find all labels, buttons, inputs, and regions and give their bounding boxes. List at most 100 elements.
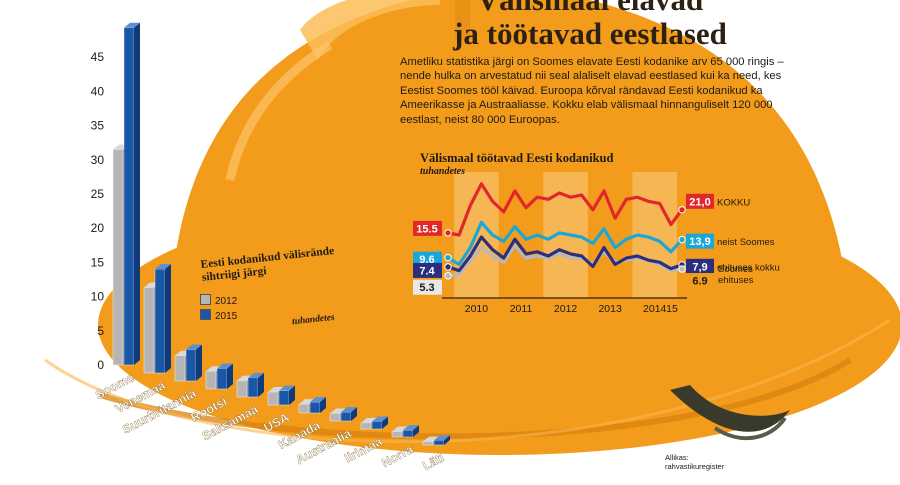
bar-2012-front: [174, 355, 186, 382]
line-chart-title: Välismaal töötavad Eesti kodanikud: [420, 151, 614, 165]
source-note: Allikas: rahvastikuregister: [665, 453, 724, 471]
legend-swatch-2015: [200, 309, 211, 320]
bar-2015-front: [402, 429, 414, 438]
bar-2012-top: [299, 399, 315, 405]
x-tick-label: 2010: [465, 303, 489, 315]
bar-2012-front: [205, 371, 217, 390]
bar-2015-side: [165, 264, 171, 373]
bar-2012-top: [392, 426, 408, 432]
source-label: Allikas:: [665, 453, 689, 462]
y-tick-label: 35: [91, 119, 105, 133]
series-start-point: [444, 253, 452, 262]
bar-2015-top: [372, 416, 388, 422]
headline-line2: ja töötavad eestlased: [453, 16, 727, 51]
series-end-box: [686, 258, 714, 274]
bar-2012-front: [391, 431, 403, 438]
intro-text: Ametliku statistika järgi on Soomes elav…: [400, 56, 784, 126]
series-start-box: [413, 262, 442, 278]
bar-2015-side: [227, 363, 233, 389]
bar-2012-top: [330, 408, 346, 414]
series-name: ehituses kokku: [717, 262, 780, 273]
x-tick-label: 2012: [554, 303, 578, 315]
bar-2015-front: [247, 377, 259, 398]
bar-2015-front: [185, 349, 197, 382]
bar-2015-top: [186, 344, 202, 350]
series-start-box: [413, 279, 442, 295]
series-start-label: 5.3: [419, 282, 434, 294]
series-end-point: [678, 235, 686, 244]
bar-2015-top: [279, 385, 295, 391]
y-tick-label: 5: [97, 324, 104, 338]
series-end-box: [686, 273, 714, 289]
legend-item-2015: 2015: [200, 309, 237, 322]
bar-2015-front: [433, 440, 445, 446]
y-tick-label: 20: [91, 221, 105, 235]
series-end-point: [678, 265, 686, 273]
bar-2015-side: [382, 416, 388, 429]
bar-2015-front: [371, 421, 383, 430]
series-end-point: [678, 206, 686, 214]
y-tick-label: 15: [91, 255, 105, 269]
bar-2015-side: [196, 344, 202, 381]
x-tick-label: 2013: [598, 303, 622, 315]
y-tick-label: 45: [91, 50, 105, 64]
bar-2015-top: [124, 22, 140, 28]
legend-label-2012: 2012: [215, 296, 238, 307]
bar-2015-side: [444, 435, 450, 445]
bar-2015-top: [310, 397, 326, 403]
series-start-label: 15.5: [416, 223, 437, 235]
bar-2015-top: [155, 264, 171, 270]
y-tick-label: 0: [97, 358, 104, 372]
series-start-point: [444, 229, 452, 237]
bar-2015-front: [123, 27, 135, 366]
x-tick-label: 15: [666, 303, 678, 315]
category-label: Läti: [420, 450, 446, 473]
series-end-label: 21,0: [689, 196, 710, 208]
bar-2012-top: [423, 436, 439, 442]
series-end-label: 7,9: [692, 261, 707, 273]
series-start-label: 7.4: [419, 265, 435, 277]
bar-2015-side: [289, 385, 295, 405]
series-start-point: [444, 272, 452, 280]
series-name: neist Soomes: [717, 237, 775, 248]
bar-2015-top: [434, 435, 450, 441]
legend-item-2012: 2012: [200, 294, 237, 307]
bar-2015-front: [340, 411, 352, 422]
bar-2012-top: [237, 375, 253, 381]
series-line: [447, 235, 683, 273]
bar-2015-side: [258, 372, 264, 397]
bar-2012-top: [268, 387, 284, 393]
y-tick-label: 10: [91, 290, 105, 304]
bar-2015-top: [217, 363, 233, 369]
bar-2012-front: [298, 403, 310, 414]
bar-2015-front: [278, 390, 290, 406]
x-tick-label: 2011: [510, 303, 533, 315]
bar-2015-top: [248, 372, 264, 378]
series-end-label: 13,9: [689, 236, 710, 248]
bar-2015-side: [320, 397, 326, 413]
line-chart-unit: tuhandetes: [420, 166, 466, 177]
series-name: KOKKU: [717, 197, 750, 208]
legend-label-2015: 2015: [215, 311, 238, 322]
bar-2015-top: [403, 425, 419, 431]
series-line: [447, 220, 684, 266]
series-line: [447, 182, 684, 237]
series-name: Soomes: [718, 264, 753, 275]
bar-2012-front: [360, 422, 372, 430]
bar-2012-front: [112, 149, 124, 366]
source-name: rahvastikuregister: [665, 462, 725, 471]
y-tick-label: 30: [91, 153, 105, 167]
series-end-label: 6.9: [692, 276, 707, 288]
y-tick-label: 25: [91, 187, 105, 201]
y-tick-label: 40: [91, 84, 105, 98]
series-name: ehituses: [718, 275, 754, 286]
bar-2015-front: [154, 268, 166, 374]
x-tick-label: 2014: [643, 303, 667, 315]
bar-2012-front: [329, 413, 341, 422]
bar-2012-front: [267, 391, 279, 406]
bar-2015-front: [309, 401, 321, 414]
headline-line1: Välismaal elavad: [395, 0, 785, 17]
bar-2012-front: [143, 287, 155, 374]
